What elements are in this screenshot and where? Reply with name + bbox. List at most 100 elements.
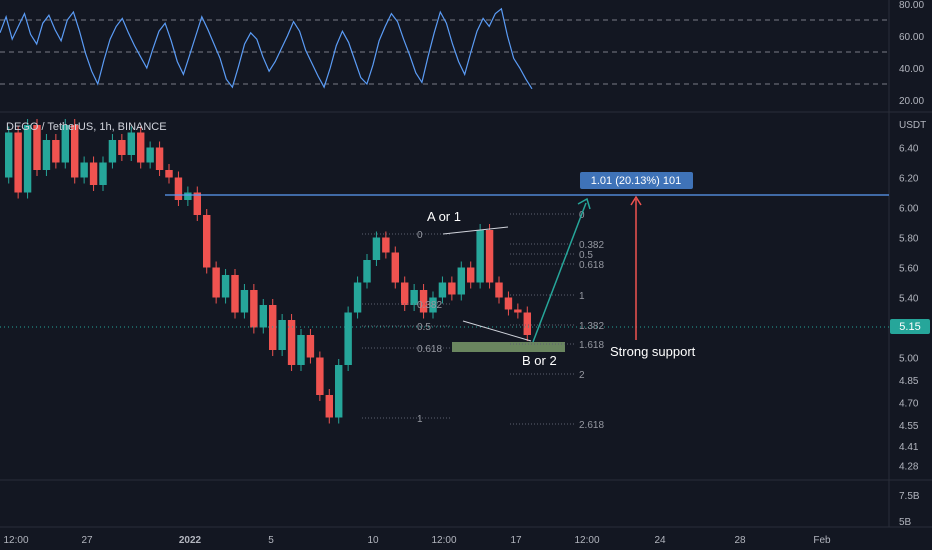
target-arrow[interactable]	[532, 202, 587, 343]
wave-a-label: A or 1	[427, 209, 461, 224]
time-axis-label: 10	[367, 535, 379, 546]
support-zone[interactable]	[452, 342, 565, 352]
candle-body	[325, 395, 333, 418]
candle-body	[52, 140, 60, 163]
measure-label-box[interactable]	[580, 172, 693, 189]
currency-label: USDT	[899, 120, 926, 131]
time-axis-label: 2022	[179, 535, 202, 546]
candle-body	[250, 290, 258, 328]
candle-body	[504, 297, 513, 310]
fib-left-labels: 0 0.382 0.5 0.618 1	[417, 230, 442, 425]
time-axis-label: 12:00	[431, 535, 456, 546]
price-axis-label: 5.60	[899, 264, 919, 275]
candle-body	[316, 357, 324, 395]
candle-body	[448, 282, 456, 295]
candle-body	[410, 290, 418, 305]
candle-body	[391, 252, 399, 283]
candle-body	[184, 192, 192, 200]
candle-body	[193, 192, 201, 215]
price-axis-label: 6.40	[899, 144, 919, 155]
rsi-pane	[0, 7, 889, 90]
candle-body	[23, 125, 32, 193]
current-price-tag-bg	[890, 319, 930, 334]
candle-body	[297, 335, 305, 365]
price-axis-label: 5.00	[899, 354, 919, 365]
candle-body	[495, 282, 503, 298]
fib-left-label: 0.618	[417, 344, 442, 355]
time-axis-label: 27	[81, 535, 93, 546]
candle-body	[485, 230, 494, 283]
fib-right-label: 2.618	[579, 420, 604, 431]
price-axis-label: 5.40	[899, 294, 919, 305]
price-axis: 6.406.206.005.805.605.405.205.004.854.70…	[899, 144, 919, 473]
candle-body	[287, 320, 296, 365]
fib-right-label: 0.5	[579, 250, 593, 261]
volume-axis-label: 7.5B	[899, 491, 920, 502]
candle-body	[457, 267, 465, 295]
candle-body	[419, 290, 428, 313]
rsi-axis: 80.00 60.00 40.00 20.00	[899, 0, 924, 107]
candle-body	[231, 275, 239, 313]
rsi-axis-label: 80.00	[899, 0, 924, 11]
candle-body	[363, 260, 371, 283]
symbol-label: DEGO / TetherUS, 1h, BINANCE	[6, 121, 167, 133]
current-price-tag: 5.15	[899, 321, 920, 333]
candle-body	[108, 140, 117, 163]
time-axis-label: 17	[510, 535, 522, 546]
rsi-axis-label: 20.00	[899, 96, 924, 107]
time-axis-label: 12:00	[574, 535, 599, 546]
candle-body	[155, 147, 164, 170]
time-axis-label: 5	[268, 535, 274, 546]
candle-body	[137, 132, 145, 163]
time-axis-label: 12:00	[3, 535, 28, 546]
candle-body	[165, 170, 173, 178]
rsi-axis-label: 40.00	[899, 64, 924, 75]
candle-body	[203, 215, 211, 268]
candle-body	[221, 275, 230, 298]
candle-body	[146, 147, 154, 163]
fib-right-labels: 0 0.382 0.5 0.618 1 1.382 1.618 2 2.618	[579, 210, 604, 431]
candle-body	[353, 282, 362, 313]
candle-body	[174, 177, 183, 200]
wave-a-trendline[interactable]	[442, 226, 509, 235]
time-axis: 12:00 27 2022 5 10 12:00 17 12:00 24 28 Feb	[3, 535, 831, 546]
candle-body	[240, 290, 249, 313]
fib-extension-right[interactable]	[510, 213, 575, 425]
price-axis-label: 5.80	[899, 234, 919, 245]
candle-body	[5, 132, 13, 178]
candle-body	[306, 335, 315, 358]
candle-body	[14, 132, 22, 193]
candle-body	[335, 365, 343, 418]
candle-body	[401, 282, 409, 305]
candle-body	[514, 309, 522, 313]
fib-right-label: 1.382	[579, 321, 604, 332]
volume-axis: 7.5B 5B	[899, 491, 920, 528]
candle-body	[429, 297, 437, 313]
fib-left-label: 0	[417, 230, 423, 241]
target-arrow-head	[577, 197, 591, 210]
fib-left-label: 0.382	[417, 300, 442, 311]
candle-body	[372, 237, 381, 260]
fib-right-label: 1.618	[579, 340, 604, 351]
fib-retracement-left[interactable]	[362, 233, 452, 419]
candle-body	[89, 162, 98, 185]
candle-body	[80, 162, 88, 178]
price-axis-label: 4.28	[899, 462, 919, 473]
wave-b-trendline[interactable]	[462, 320, 532, 342]
candle-body	[344, 312, 352, 365]
candle-body	[127, 132, 135, 155]
volume-axis-label: 5B	[899, 517, 912, 528]
time-axis-label: 28	[734, 535, 746, 546]
price-axis-label: 4.41	[899, 442, 919, 453]
candle-body	[71, 125, 79, 178]
fib-left-label: 0.5	[417, 322, 431, 333]
candle-body	[61, 125, 69, 163]
candle-body	[476, 230, 484, 283]
support-label: Strong support	[610, 344, 696, 359]
price-axis-label: 4.70	[899, 399, 919, 410]
candles	[5, 119, 531, 424]
candle-body	[259, 305, 267, 328]
candle-body	[438, 282, 447, 298]
rsi-axis-label: 60.00	[899, 32, 924, 43]
